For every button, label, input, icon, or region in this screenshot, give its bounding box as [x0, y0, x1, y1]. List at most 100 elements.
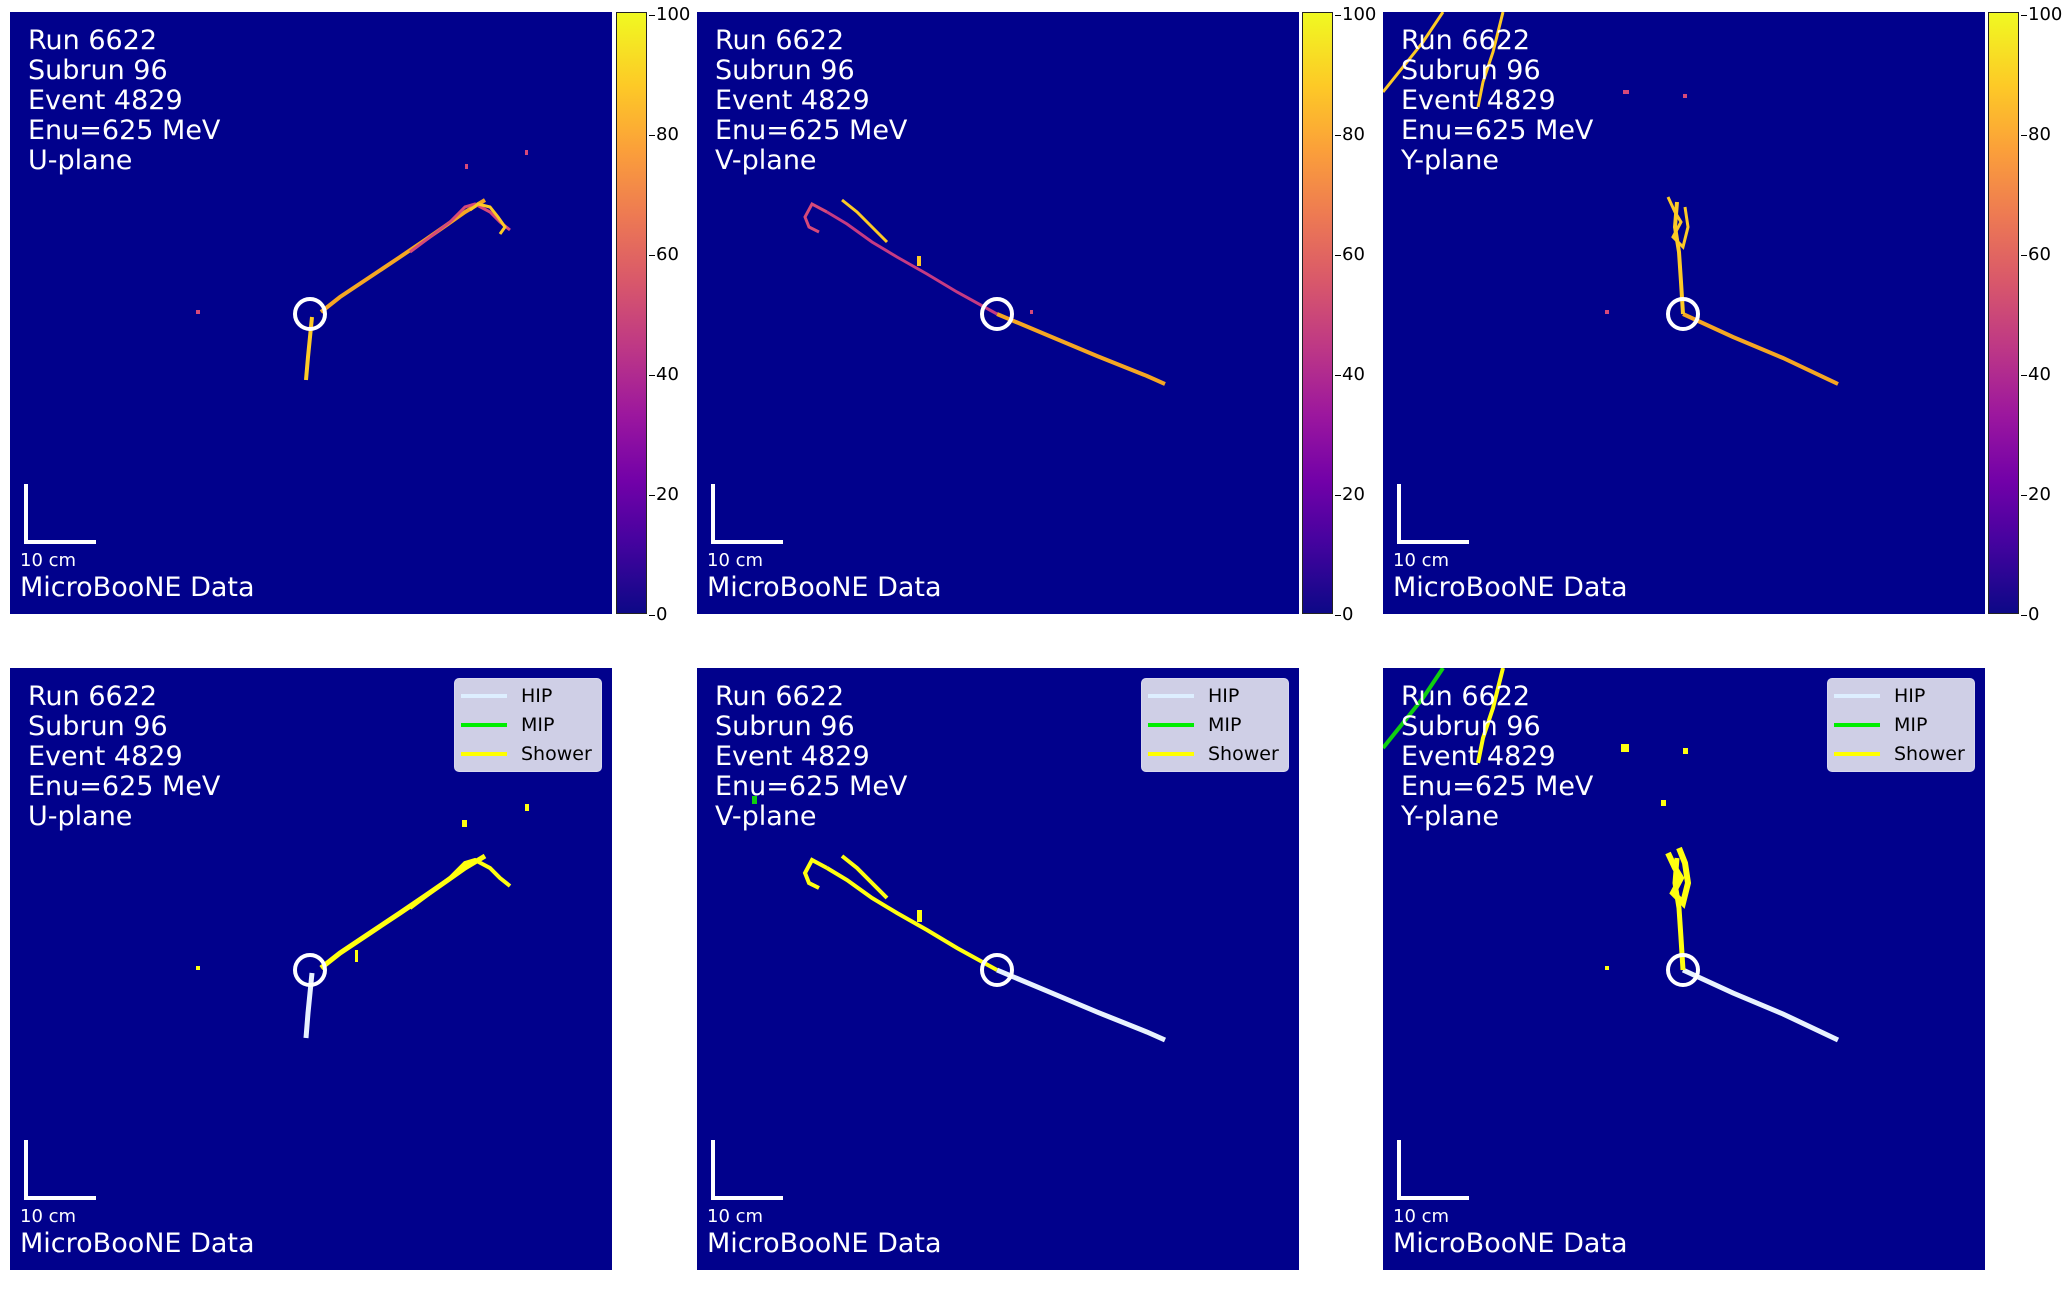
- colorbar-ticks-v: 100 80 60 40 20 0: [1334, 4, 1382, 625]
- microboone-footer: MicroBooNE Data: [20, 1228, 255, 1259]
- subrun-label: Subrun 96: [28, 55, 168, 86]
- u-hit-2: [525, 150, 528, 155]
- v-track-curl: [803, 201, 828, 234]
- scale-bar-label: 10 cm: [1393, 550, 1450, 571]
- event-info: Run 6622 Subrun 96 Event 4829 Enu=625 Me…: [1401, 682, 1593, 832]
- hip-swatch: [1148, 694, 1194, 698]
- plane-label: U-plane: [28, 801, 133, 832]
- energy-label: Enu=625 MeV: [715, 115, 908, 146]
- microboone-footer: MicroBooNE Data: [1393, 1228, 1628, 1259]
- tick-60: 60: [2021, 244, 2051, 265]
- legend-item-shower: Shower: [1148, 740, 1279, 768]
- y-hit-1: [1623, 90, 1629, 94]
- y-track-main: [1682, 312, 1839, 386]
- tick-40: 40: [2021, 364, 2051, 385]
- tick-20: 20: [2021, 484, 2051, 505]
- tick-20: 20: [1335, 484, 1365, 505]
- colorbar-ticks-u: 100 80 60 40 20 0: [648, 4, 696, 625]
- v-track-main: [996, 312, 1166, 386]
- tick-40: 40: [649, 364, 679, 385]
- event-label: Event 4829: [28, 741, 183, 772]
- scale-bar-label: 10 cm: [707, 550, 764, 571]
- run-label: Run 6622: [28, 681, 158, 712]
- hip-swatch: [461, 694, 507, 698]
- y-hit-2: [1683, 748, 1688, 754]
- y-mip-cosmic: [1383, 668, 1445, 750]
- tick-80: 80: [2021, 124, 2051, 145]
- energy-label: Enu=625 MeV: [1401, 115, 1594, 146]
- mip-swatch: [1834, 723, 1880, 727]
- y-plane-label-image: [1383, 668, 1840, 1200]
- v-hit-1: [917, 256, 921, 266]
- y-hit-4: [1661, 800, 1666, 806]
- u-hit-4: [355, 950, 358, 962]
- legend-item-hip: HIP: [1834, 682, 1925, 710]
- u-hit-3: [196, 310, 200, 314]
- legend-item-shower: Shower: [461, 740, 592, 768]
- u-shower-up: [319, 853, 487, 970]
- u-track-up: [319, 198, 487, 314]
- u-track-down: [304, 316, 314, 381]
- microboone-footer: MicroBooNE Data: [1393, 572, 1628, 603]
- v-hip-main: [996, 967, 1167, 1043]
- subrun-label: Subrun 96: [715, 711, 855, 742]
- event-display-y-plane-charge: Run 6622 Subrun 96 Event 4829 Enu=625 Me…: [1383, 12, 1985, 614]
- energy-label: Enu=625 MeV: [715, 771, 908, 802]
- scale-bar-label: 10 cm: [20, 1206, 77, 1227]
- scale-bar-icon: [711, 484, 783, 544]
- tick-100: 100: [1334, 4, 1377, 25]
- v-mip-hit: [752, 796, 757, 804]
- scale-bar-icon: [24, 484, 96, 544]
- v-shower-curl: [802, 857, 828, 890]
- microboone-footer: MicroBooNE Data: [20, 572, 255, 603]
- shower-swatch: [1834, 752, 1880, 756]
- u-track-curl: [469, 202, 507, 235]
- energy-label: Enu=625 MeV: [28, 115, 221, 146]
- mip-swatch: [461, 723, 507, 727]
- hip-swatch: [1834, 694, 1880, 698]
- scale-bar-label: 10 cm: [707, 1206, 764, 1227]
- run-label: Run 6622: [715, 25, 845, 56]
- vertex-marker: [980, 953, 1014, 987]
- tick-0: 0: [648, 604, 668, 625]
- subrun-label: Subrun 96: [28, 711, 168, 742]
- y-hit-3: [1605, 966, 1609, 970]
- legend-item-mip: MIP: [1148, 711, 1241, 739]
- vertex-marker: [293, 953, 327, 987]
- u-hit-1: [462, 820, 467, 827]
- colorbar-ticks-y: 100 80 60 40 20 0: [2020, 4, 2067, 625]
- particle-legend: HIP MIP Shower: [454, 678, 602, 772]
- event-display-u-plane-charge: Run 6622 Subrun 96 Event 4829 Enu=625 Me…: [10, 12, 612, 614]
- y-shower-cosmic: [1476, 668, 1505, 764]
- v-plane-charge-image: [711, 198, 1166, 544]
- tick-100: 100: [2020, 4, 2063, 25]
- y-shower-cluster: [1666, 196, 1690, 250]
- vertex-marker: [293, 297, 327, 331]
- legend-item-hip: HIP: [1148, 682, 1239, 710]
- tick-0: 0: [2020, 604, 2040, 625]
- u-shower-branch: [408, 857, 512, 910]
- scale-bar-icon: [711, 1140, 783, 1200]
- tick-80: 80: [649, 124, 679, 145]
- y-hit-1: [1621, 744, 1629, 752]
- scale-bar-label: 10 cm: [20, 550, 77, 571]
- vertex-marker: [1666, 297, 1700, 331]
- y-hit-3: [1605, 310, 1609, 314]
- microboone-footer: MicroBooNE Data: [707, 572, 942, 603]
- shower-swatch: [1148, 752, 1194, 756]
- subrun-label: Subrun 96: [1401, 711, 1541, 742]
- u-hit-2: [525, 804, 529, 811]
- y-track-vertical: [1672, 201, 1685, 315]
- v-track-upper: [826, 210, 998, 316]
- subrun-label: Subrun 96: [1401, 55, 1541, 86]
- event-info: Run 6622 Subrun 96 Event 4829 Enu=625 Me…: [1401, 26, 1593, 176]
- tick-40: 40: [1335, 364, 1365, 385]
- event-display-v-plane-labels: Run 6622 Subrun 96 Event 4829 Enu=625 Me…: [697, 668, 1299, 1270]
- y-hit-2: [1683, 94, 1687, 98]
- event-display-u-plane-labels: Run 6622 Subrun 96 Event 4829 Enu=625 Me…: [10, 668, 612, 1270]
- tick-60: 60: [649, 244, 679, 265]
- scale-bar-label: 10 cm: [1393, 1206, 1450, 1227]
- event-info: Run 6622 Subrun 96 Event 4829 Enu=625 Me…: [715, 682, 907, 832]
- subrun-label: Subrun 96: [715, 55, 855, 86]
- event-label: Event 4829: [28, 85, 183, 116]
